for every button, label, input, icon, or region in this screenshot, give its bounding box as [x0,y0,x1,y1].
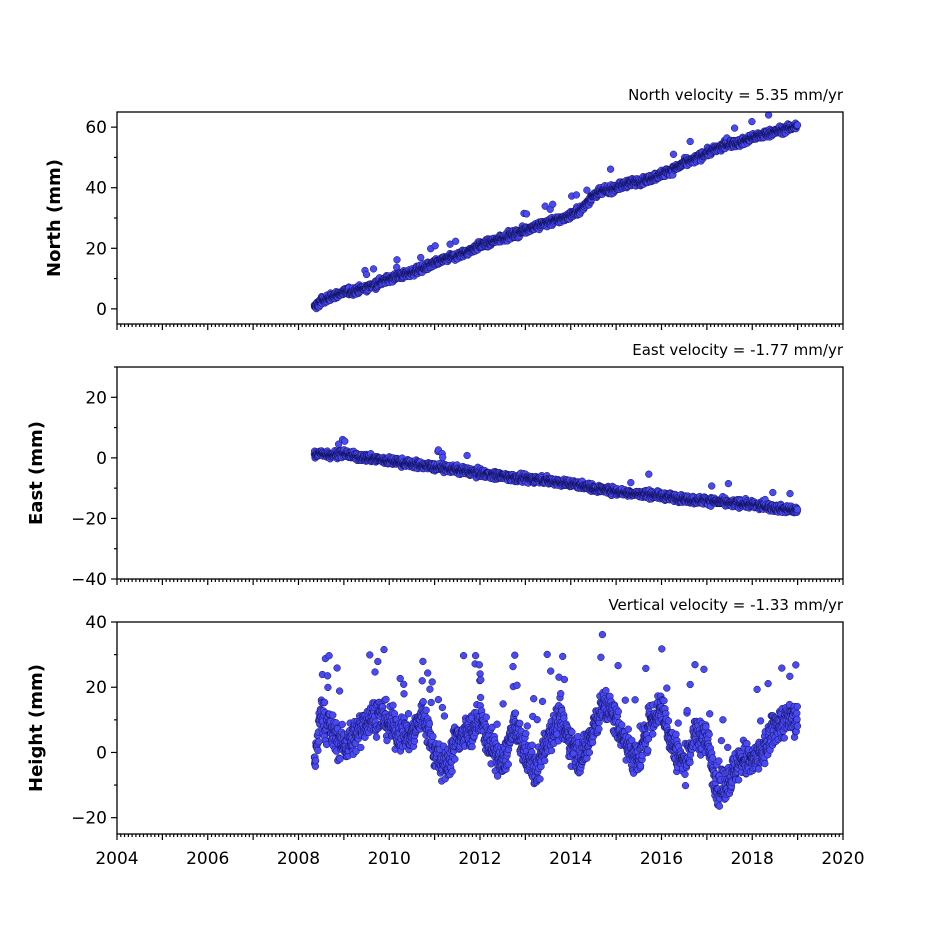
height-data-point [336,755,344,763]
north-data-point [730,124,739,132]
height-data-point [438,703,447,712]
height-data-point [389,701,397,709]
east-data-point [627,478,635,487]
height-data-point [382,695,390,704]
height-data-point [468,743,476,751]
height-data-point [325,652,333,660]
height-data-point [459,651,468,660]
height-data-point [428,678,436,686]
height-data-point [426,685,434,693]
north-data-point [549,200,557,208]
east-data-point [645,470,653,478]
height-data-point [482,713,490,721]
north-velocity-title: North velocity = 5.35 mm/yr [628,86,844,104]
height-data-point [451,755,459,763]
north-y-tick-label: 0 [96,300,107,320]
east-data-point [786,489,794,498]
east-data-point [769,488,777,497]
height-data-point [329,711,337,719]
height-y-axis-label: Height (mm) [26,664,47,792]
height-data-point [434,695,443,704]
north-data-point [451,237,460,245]
height-data-point [335,687,344,695]
height-data-point [440,712,449,720]
height-data-point [380,645,388,654]
height-data-point [400,680,408,688]
north-data-point [606,165,615,173]
height-data-point [311,757,320,765]
east-data-point [463,451,471,460]
east-data-point [708,482,716,490]
east-data-point [341,437,349,445]
height-data-point [419,697,427,706]
height-data-point [429,732,437,741]
height-data-point [400,690,408,698]
east-y-axis-label: East (mm) [26,421,47,525]
north-data-point [431,242,439,250]
height-data-point [366,651,374,659]
north-points [310,111,802,313]
height-data-point [424,669,432,677]
vertical-velocity-title: Vertical velocity = -1.33 mm/yr [608,596,843,614]
height-data-point [448,767,456,776]
height-data-point [425,720,434,728]
north-data-point [393,256,401,264]
height-data-point [324,683,332,692]
north-data-point [669,150,678,158]
height-data-point [422,706,430,714]
east-y-tick-label: 20 [85,388,107,408]
height-data-point [419,657,427,666]
north-y-axis-label: North (mm) [44,159,65,277]
east-data-point [439,453,447,462]
north-data-point [583,186,591,194]
height-data-point [323,672,332,680]
north-data-point [362,270,371,279]
north-data-point [686,137,694,146]
height-data-point [357,743,365,752]
north-y-tick-label: 40 [85,179,107,199]
height-data-point [338,720,346,729]
east-velocity-title: East velocity = -1.77 mm/yr [632,341,844,359]
height-data-point [477,676,485,684]
east-y-tick-label: −40 [71,570,107,590]
height-data-point [314,746,322,755]
north-panel: North velocity = 5.35 mm/yr North (mm) 0… [44,86,844,330]
height-data-point [418,677,426,685]
east-y-tick-label: 0 [96,449,107,469]
height-data-point [404,710,413,718]
north-data-point [572,191,581,199]
height-data-point [372,733,381,741]
east-y-tick-label: −20 [71,509,107,529]
north-data-point [522,210,531,218]
north-data-point [417,253,425,262]
east-data-point [793,505,802,514]
height-data-point [471,651,480,660]
height-data-point [320,698,329,707]
north-y-tick-label: 60 [85,118,107,138]
north-data-point [748,117,756,126]
height-data-point [371,668,379,676]
height-data-point [315,737,323,746]
north-data-point [369,265,378,273]
east-data-point [724,479,733,488]
height-data-point [475,661,483,669]
height-data-point [427,698,435,707]
height-data-point [374,657,382,666]
height-data-point [476,693,485,702]
height-data-point [333,664,341,672]
north-data-point [793,121,802,129]
north-y-tick-label: 20 [85,239,107,259]
